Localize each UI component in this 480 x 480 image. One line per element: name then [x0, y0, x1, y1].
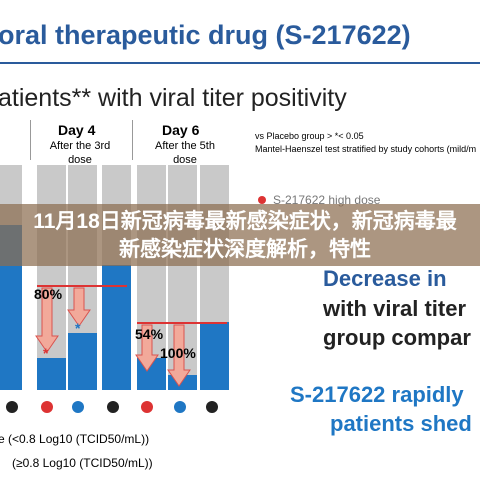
series-name: S-217622 high dose — [273, 193, 381, 207]
ref-line — [137, 322, 227, 324]
dot — [41, 401, 53, 413]
divider — [30, 120, 31, 160]
dot — [6, 401, 18, 413]
col-day: Day 4 — [58, 122, 96, 138]
dot — [141, 401, 153, 413]
dot — [174, 401, 186, 413]
col-day: Day 6 — [162, 122, 200, 138]
pct: 100% — [160, 345, 196, 361]
heading: group compar — [323, 325, 471, 350]
heading: S-217622 rapidly — [290, 382, 464, 407]
pct: 80% — [34, 286, 63, 302]
banner-bg — [0, 204, 480, 266]
legend-dot — [258, 196, 266, 204]
col-dose: After the 5th dose — [155, 140, 215, 166]
heading: Decrease in — [323, 266, 447, 291]
heading: with viral titer — [323, 296, 467, 321]
title: oral therapeutic drug (S-217622) — [0, 20, 411, 50]
dot — [206, 401, 218, 413]
bar — [68, 165, 97, 390]
bar — [37, 165, 66, 390]
banner: 11月18日新冠病毒最新感染症状，新冠病毒最新感染症状深度解析，特性 — [33, 210, 457, 261]
divider — [132, 120, 133, 160]
pct: 54% — [135, 326, 164, 342]
ref-line — [37, 285, 127, 287]
dot — [72, 401, 84, 413]
note: vs Placebo group > *< 0.05 — [255, 131, 364, 141]
rule — [0, 62, 480, 64]
dot — [107, 401, 119, 413]
asterisk: * — [43, 345, 49, 361]
bar — [200, 165, 229, 390]
legend: e (<0.8 Log10 (TCID50/mL)) — [0, 432, 150, 446]
subtitle: atients** with viral titer positivity — [0, 84, 347, 112]
heading: patients shed — [330, 411, 472, 436]
col-dose: After the 3rd dose — [49, 140, 111, 166]
note: Mantel-Haenszel test stratified by study… — [255, 144, 477, 154]
legend: (≥0.8 Log10 (TCID50/mL)) — [12, 456, 153, 470]
asterisk: * — [75, 320, 81, 336]
